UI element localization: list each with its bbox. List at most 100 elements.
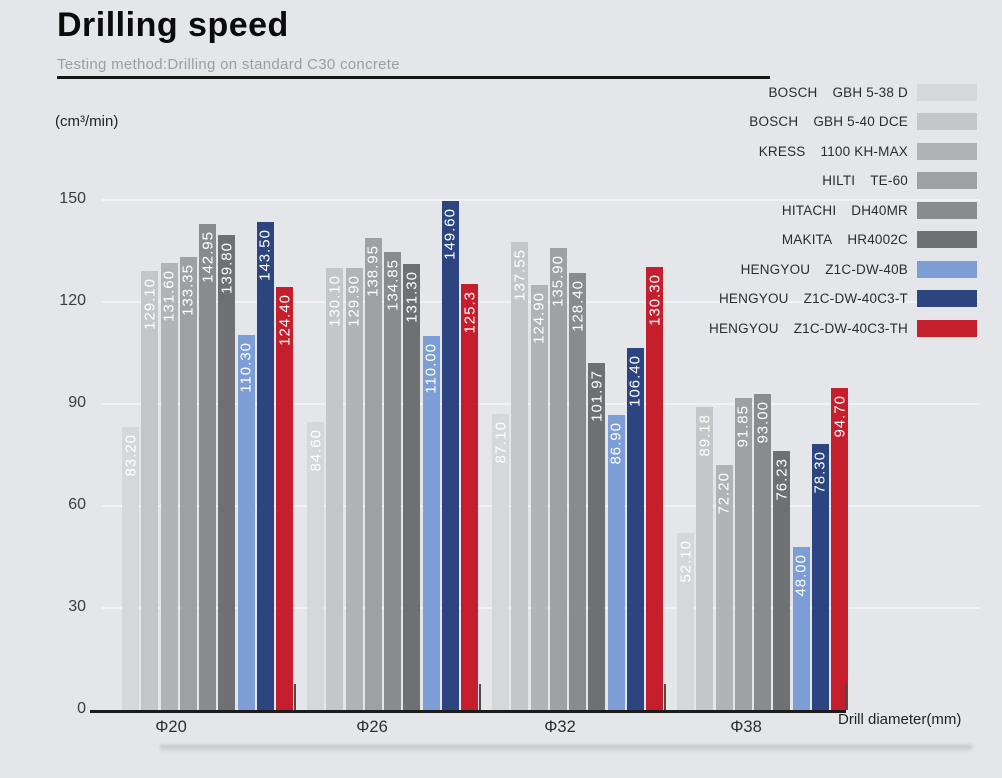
bar-group-Φ20: 83.20 129.10 131.60 133.35 142.95 139.80 110.3…: [122, 200, 293, 710]
legend-model: Z1C-DW-40C3-T: [803, 291, 908, 306]
y-axis-tick-label: 60: [68, 496, 86, 513]
page-subtitle: Testing method:Drilling on standard C30 …: [57, 56, 400, 73]
legend-item: BOSCH GBH 5-40 DCE: [0, 113, 977, 131]
bar: 142.95: [199, 223, 216, 710]
legend-label: HENGYOU Z1C-DW-40C3-TH: [709, 321, 908, 336]
bar-value-label: 86.90: [607, 421, 625, 465]
bar: 91.85: [734, 397, 752, 710]
legend-brand: HITACHI: [781, 202, 837, 218]
bar: 134.85: [384, 251, 401, 710]
axis-tick: [294, 684, 296, 710]
legend-item: KRESS 1100 KH-MAX: [0, 142, 977, 160]
bar: 84.60: [307, 422, 324, 710]
legend-swatch: [917, 290, 977, 307]
legend-item: BOSCH GBH 5-38 D: [0, 83, 977, 101]
bar: 94.70: [831, 388, 848, 710]
legend-label: BOSCH GBH 5-40 DCE: [749, 114, 908, 129]
y-axis-tick-label: 0: [77, 700, 86, 717]
legend-item: HILTI TE-60: [0, 172, 977, 190]
bar: 131.30: [403, 263, 421, 710]
legend-brand: HENGYOU: [718, 291, 789, 306]
bar-value-label: 78.30: [811, 450, 829, 494]
x-axis-category-label: Φ32: [544, 718, 576, 736]
bar-value-label: 83.20: [122, 434, 139, 477]
legend-brand: HILTI: [822, 173, 856, 188]
bar: 86.90: [607, 414, 625, 710]
x-axis-category-label: Φ26: [356, 718, 388, 736]
legend-model: DH40MR: [851, 202, 908, 218]
bar-value-label: 76.23: [773, 457, 791, 501]
bar: 129.10: [141, 271, 159, 710]
bar-value-label: 91.85: [734, 404, 752, 448]
bar: 52.10: [677, 532, 694, 710]
bar-group-Φ38: 52.10 89.18 72.20 91.85 93.00 76.23 48.00 78.30…: [677, 200, 848, 710]
legend-model: GBH 5-40 DCE: [813, 114, 908, 129]
bar: 135.90: [549, 247, 567, 710]
x-axis-category-label: Φ20: [155, 718, 187, 736]
bar: 149.60: [441, 201, 459, 710]
bar: 78.30: [811, 443, 829, 710]
bar: 129.90: [345, 268, 363, 710]
legend-label: HILTI TE-60: [822, 173, 908, 188]
legend-swatch: [917, 319, 977, 337]
legend-swatch: [917, 172, 977, 189]
x-axis-category-label: Φ38: [730, 718, 762, 736]
legend-item: HENGYOU Z1C-DW-40B: [0, 260, 977, 278]
y-axis-tick-label: 120: [59, 292, 86, 309]
title-underline: [57, 76, 770, 79]
bar-value-label: 87.10: [492, 420, 509, 464]
y-axis-tick-label: 150: [59, 190, 86, 207]
legend-model: Z1C-DW-40C3-TH: [793, 320, 908, 336]
bar: 48.00: [792, 546, 810, 710]
x-axis-line: [90, 710, 846, 713]
legend-swatch: [917, 142, 977, 160]
legend-item: HITACHI DH40MR: [0, 201, 977, 219]
legend-swatch: [917, 260, 977, 278]
legend-label: HENGYOU Z1C-DW-40C3-T: [719, 291, 908, 306]
bar: 133.35: [179, 256, 197, 710]
bar: 125.3: [461, 283, 478, 710]
legend-label: HENGYOU Z1C-DW-40B: [741, 262, 908, 277]
bar-group-Φ32: 87.10 137.55 124.90 135.90 128.40 101.97 86.90…: [492, 200, 663, 710]
legend-brand: MAKITA: [781, 232, 833, 247]
legend-swatch: [917, 113, 977, 130]
bar-value-label: 94.70: [831, 395, 848, 438]
legend-swatch: [917, 231, 977, 248]
y-axis-unit-label: (cm³/min): [55, 113, 119, 130]
legend-brand: HENGYOU: [709, 320, 779, 336]
bar: 128.40: [569, 273, 586, 710]
legend-label: MAKITA HR4002C: [782, 232, 908, 247]
bar: 130.30: [646, 266, 663, 710]
legend-model: HR4002C: [847, 232, 908, 247]
bar: 137.55: [511, 242, 529, 710]
legend-model: TE-60: [870, 173, 908, 188]
bar: 76.23: [773, 450, 791, 710]
bottom-shadow: [160, 745, 972, 752]
bar: 101.97: [588, 363, 606, 710]
legend-brand: HENGYOU: [740, 261, 811, 277]
legend-label: KRESS 1100 KH-MAX: [759, 144, 908, 159]
bar-value-label: 106.40: [626, 355, 644, 408]
legend-brand: BOSCH: [749, 114, 799, 129]
bar: 124.90: [530, 285, 548, 710]
legend-brand: BOSCH: [768, 84, 818, 100]
bar: 143.50: [256, 222, 274, 710]
bar-value-label: 101.97: [588, 370, 606, 423]
y-axis-tick-label: 90: [68, 394, 86, 411]
axis-tick: [845, 684, 847, 710]
legend-brand: KRESS: [758, 143, 806, 159]
bar: 110.30: [237, 334, 255, 710]
bar: 131.60: [160, 262, 178, 710]
legend-label: BOSCH GBH 5-38 D: [768, 85, 908, 100]
bar: 89.18: [696, 406, 714, 710]
bar: 138.95: [364, 237, 382, 710]
bar: 124.40: [276, 287, 293, 710]
axis-tick: [664, 684, 666, 710]
legend-model: Z1C-DW-40B: [825, 261, 908, 277]
axis-tick: [479, 684, 481, 710]
legend-swatch: [917, 83, 977, 101]
bar-value-label: 93.00: [754, 400, 771, 444]
bar: 110.00: [422, 336, 440, 710]
bar-value-label: 89.18: [696, 413, 714, 457]
